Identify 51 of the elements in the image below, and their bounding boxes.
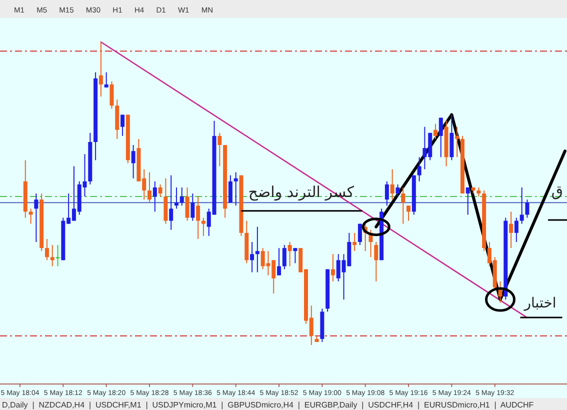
candlestick bbox=[514, 217, 518, 242]
candlestick bbox=[174, 186, 178, 210]
candlestick bbox=[390, 168, 394, 200]
candlestick bbox=[120, 114, 125, 136]
candlestick bbox=[293, 248, 298, 264]
candlestick bbox=[185, 186, 190, 222]
candlestick bbox=[374, 241, 378, 282]
candlestick bbox=[384, 180, 389, 206]
candlestick bbox=[509, 211, 514, 249]
candlestick bbox=[98, 42, 103, 98]
candlestick bbox=[455, 126, 460, 158]
annotation: ق bbox=[551, 182, 563, 200]
annotation: اختبار bbox=[523, 296, 556, 312]
candlestick bbox=[131, 144, 136, 179]
candlestick bbox=[406, 205, 411, 222]
candlestick bbox=[169, 174, 174, 230]
candlestick bbox=[288, 241, 292, 267]
candlestick bbox=[152, 180, 157, 212]
candlestick bbox=[438, 117, 443, 158]
candlestick bbox=[201, 217, 206, 236]
candlestick bbox=[352, 232, 357, 252]
candlestick bbox=[282, 244, 286, 270]
candlestick bbox=[250, 241, 254, 273]
candlestick bbox=[196, 196, 200, 240]
candlestick bbox=[476, 186, 481, 198]
candlestick bbox=[401, 186, 406, 224]
candlestick bbox=[396, 184, 400, 198]
candlestick bbox=[525, 199, 530, 218]
candlestick bbox=[158, 184, 162, 198]
candlestick bbox=[358, 223, 362, 246]
candlestick bbox=[50, 244, 54, 267]
candlestick bbox=[148, 172, 152, 204]
candlestick bbox=[417, 156, 422, 182]
candlestick bbox=[218, 132, 222, 167]
candlestick bbox=[277, 248, 282, 276]
candlestick bbox=[180, 186, 184, 206]
candlestick bbox=[56, 244, 60, 267]
candlestick bbox=[466, 186, 470, 216]
candlestick bbox=[110, 80, 114, 110]
candlestick bbox=[433, 123, 438, 140]
candlestick bbox=[234, 172, 238, 206]
candlestick bbox=[28, 208, 33, 224]
candlestick bbox=[255, 226, 260, 273]
candlestick bbox=[520, 186, 524, 224]
candlestick bbox=[330, 254, 335, 282]
candlestick bbox=[44, 238, 49, 261]
candlestick bbox=[34, 193, 38, 242]
text: D,Daily | NZDCAD,H4 | USDCHF,M1 | USDJPYmicro,M1 | GBPUSDmicro,H4 | EURGBP,Daily | USDCHF,H4 | EURUSDmicro,H1 | AUDCHF bbox=[2, 400, 534, 410]
candlestick bbox=[190, 193, 195, 222]
candlestick bbox=[104, 72, 108, 88]
candlestick bbox=[228, 174, 232, 204]
